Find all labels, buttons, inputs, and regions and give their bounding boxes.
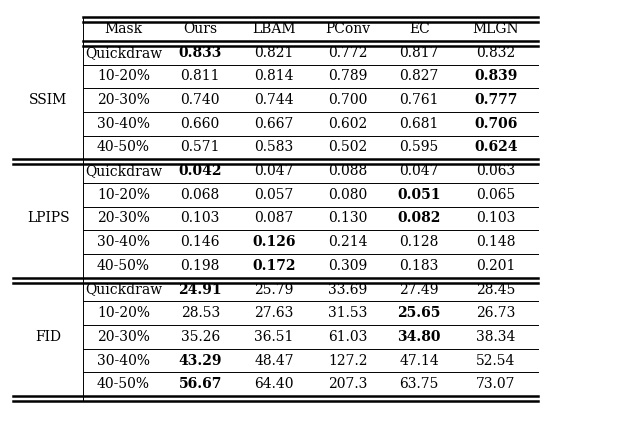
Text: 0.832: 0.832 [476, 45, 516, 60]
Text: 61.03: 61.03 [328, 330, 367, 344]
Text: 0.827: 0.827 [399, 69, 439, 83]
Text: 10-20%: 10-20% [97, 306, 150, 320]
Text: 0.660: 0.660 [180, 117, 220, 131]
Text: 0.148: 0.148 [476, 235, 516, 249]
Text: 0.700: 0.700 [328, 93, 367, 107]
Text: 0.744: 0.744 [254, 93, 294, 107]
Text: 0.068: 0.068 [180, 188, 220, 202]
Text: 28.45: 28.45 [476, 283, 516, 297]
Text: 0.130: 0.130 [328, 212, 367, 225]
Text: 0.811: 0.811 [180, 69, 220, 83]
Text: 0.172: 0.172 [252, 259, 296, 273]
Text: 0.681: 0.681 [399, 117, 439, 131]
Text: 40-50%: 40-50% [97, 259, 150, 273]
Text: 0.082: 0.082 [397, 212, 441, 225]
Text: 0.047: 0.047 [254, 164, 294, 178]
Text: 0.789: 0.789 [328, 69, 367, 83]
Text: 0.595: 0.595 [399, 140, 439, 154]
Text: 0.128: 0.128 [399, 235, 439, 249]
Text: 0.103: 0.103 [180, 212, 220, 225]
Text: 31.53: 31.53 [328, 306, 367, 320]
Text: 0.502: 0.502 [328, 140, 367, 154]
Text: Mask: Mask [104, 22, 143, 36]
Text: 28.53: 28.53 [180, 306, 220, 320]
Text: 10-20%: 10-20% [97, 69, 150, 83]
Text: 0.088: 0.088 [328, 164, 367, 178]
Text: 0.057: 0.057 [254, 188, 294, 202]
Text: 40-50%: 40-50% [97, 377, 150, 392]
Text: 20-30%: 20-30% [97, 93, 150, 107]
Text: 0.051: 0.051 [397, 188, 441, 202]
Text: 27.49: 27.49 [399, 283, 439, 297]
Text: 38.34: 38.34 [476, 330, 516, 344]
Text: 0.042: 0.042 [179, 164, 222, 178]
Text: 24.91: 24.91 [179, 283, 222, 297]
Text: 0.761: 0.761 [399, 93, 439, 107]
Text: 127.2: 127.2 [328, 354, 367, 368]
Text: 40-50%: 40-50% [97, 140, 150, 154]
Text: 0.817: 0.817 [399, 45, 439, 60]
Text: 0.839: 0.839 [474, 69, 518, 83]
Text: 0.777: 0.777 [474, 93, 518, 107]
Text: 34.80: 34.80 [397, 330, 441, 344]
Text: 56.67: 56.67 [179, 377, 222, 392]
Text: 30-40%: 30-40% [97, 117, 150, 131]
Text: Quickdraw: Quickdraw [85, 164, 162, 178]
Text: 0.198: 0.198 [180, 259, 220, 273]
Text: 20-30%: 20-30% [97, 212, 150, 225]
Text: 0.814: 0.814 [254, 69, 294, 83]
Text: 0.103: 0.103 [476, 212, 516, 225]
Text: 0.583: 0.583 [254, 140, 294, 154]
Text: MLGN: MLGN [473, 22, 519, 36]
Text: 0.602: 0.602 [328, 117, 367, 131]
Text: 0.309: 0.309 [328, 259, 367, 273]
Text: 47.14: 47.14 [399, 354, 439, 368]
Text: 0.065: 0.065 [476, 188, 516, 202]
Text: 30-40%: 30-40% [97, 354, 150, 368]
Text: 27.63: 27.63 [254, 306, 294, 320]
Text: 73.07: 73.07 [476, 377, 516, 392]
Text: LBAM: LBAM [252, 22, 296, 36]
Text: 33.69: 33.69 [328, 283, 367, 297]
Text: 52.54: 52.54 [476, 354, 516, 368]
Text: 0.214: 0.214 [328, 235, 367, 249]
Text: 48.47: 48.47 [254, 354, 294, 368]
Text: 0.146: 0.146 [180, 235, 220, 249]
Text: 0.833: 0.833 [179, 45, 222, 60]
Text: 26.73: 26.73 [476, 306, 516, 320]
Text: 30-40%: 30-40% [97, 235, 150, 249]
Text: FID: FID [35, 330, 61, 344]
Text: 35.26: 35.26 [180, 330, 220, 344]
Text: 207.3: 207.3 [328, 377, 367, 392]
Text: 25.65: 25.65 [397, 306, 441, 320]
Text: 0.667: 0.667 [254, 117, 294, 131]
Text: PConv: PConv [325, 22, 370, 36]
Text: 0.183: 0.183 [399, 259, 439, 273]
Text: 0.740: 0.740 [180, 93, 220, 107]
Text: 10-20%: 10-20% [97, 188, 150, 202]
Text: Quickdraw: Quickdraw [85, 283, 162, 297]
Text: LPIPS: LPIPS [27, 212, 70, 225]
Text: SSIM: SSIM [29, 93, 67, 107]
Text: 0.706: 0.706 [474, 117, 518, 131]
Text: EC: EC [409, 22, 429, 36]
Text: 36.51: 36.51 [254, 330, 294, 344]
Text: Ours: Ours [183, 22, 217, 36]
Text: 63.75: 63.75 [399, 377, 439, 392]
Text: 0.571: 0.571 [180, 140, 220, 154]
Text: Quickdraw: Quickdraw [85, 45, 162, 60]
Text: 20-30%: 20-30% [97, 330, 150, 344]
Text: 0.126: 0.126 [252, 235, 296, 249]
Text: 0.047: 0.047 [399, 164, 439, 178]
Text: 25.79: 25.79 [254, 283, 294, 297]
Text: 0.087: 0.087 [254, 212, 294, 225]
Text: 64.40: 64.40 [254, 377, 294, 392]
Text: 0.080: 0.080 [328, 188, 367, 202]
Text: 0.201: 0.201 [476, 259, 516, 273]
Text: 0.772: 0.772 [328, 45, 367, 60]
Text: 0.063: 0.063 [476, 164, 516, 178]
Text: 0.821: 0.821 [254, 45, 294, 60]
Text: 0.624: 0.624 [474, 140, 518, 154]
Text: 43.29: 43.29 [179, 354, 222, 368]
